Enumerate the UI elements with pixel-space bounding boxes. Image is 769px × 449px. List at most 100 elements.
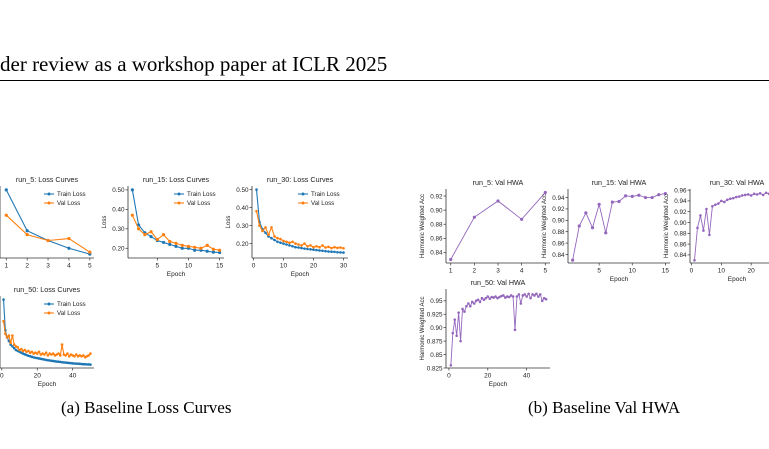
data-point — [315, 248, 318, 252]
data-point — [273, 238, 276, 242]
data-point — [484, 296, 488, 300]
series-line — [255, 211, 344, 249]
data-point — [617, 199, 621, 204]
data-point — [714, 203, 717, 206]
data-point — [584, 211, 588, 215]
data-point — [59, 354, 62, 357]
data-point — [324, 249, 327, 253]
x-tick-label: 0 — [447, 373, 451, 380]
x-tick-label: 20 — [484, 373, 492, 380]
y-tick-label: 0.88 — [552, 229, 565, 236]
data-point — [507, 295, 511, 299]
data-point — [734, 195, 738, 199]
x-tick-label: 2 — [25, 263, 29, 270]
legend-label: Val Loss — [311, 200, 334, 207]
data-point — [519, 302, 523, 305]
data-point — [455, 334, 458, 338]
data-point — [12, 346, 16, 350]
data-point — [696, 226, 699, 230]
data-point — [463, 310, 466, 313]
data-point — [702, 229, 705, 232]
data-point — [30, 350, 34, 354]
data-point — [577, 224, 581, 228]
data-point — [643, 195, 648, 200]
data-point — [309, 244, 312, 247]
y-tick-label: 0.30 — [236, 223, 249, 230]
data-point — [218, 248, 222, 252]
y-tick-label: 0.40 — [112, 207, 125, 214]
data-point — [67, 246, 71, 250]
header-rule — [0, 80, 769, 81]
data-point — [258, 224, 261, 227]
y-tick-label: 0.20 — [112, 246, 125, 253]
y-tick-label: 0.84 — [430, 250, 443, 257]
y-tick-label: 0.84 — [674, 252, 687, 259]
data-point — [37, 350, 41, 354]
run50-hwa-svg: run_50: Val HWA 0 20 40 0.825 0.85 0.875 0.90 0.… — [420, 278, 550, 388]
x-axis-label: Epoch — [291, 271, 310, 278]
chart-run15-loss: run_15: Loss Curves 5 10 15 0.20 0.30 0.40 0.50… — [98, 172, 230, 280]
legend-marker — [177, 201, 181, 205]
data-point — [4, 213, 8, 217]
data-point — [2, 298, 5, 301]
data-point — [494, 295, 497, 298]
x-tick-label: 3 — [46, 263, 50, 270]
data-point — [309, 248, 312, 251]
data-point — [312, 248, 315, 252]
data-point — [571, 258, 575, 262]
y-tick-label: 0.90 — [552, 218, 565, 225]
data-point — [161, 233, 166, 237]
data-point — [264, 231, 267, 235]
data-point — [303, 247, 306, 250]
y-tick-label: 0.925 — [427, 312, 443, 319]
x-tick-label: 40 — [69, 373, 77, 380]
legend-label: Train Loss — [57, 191, 86, 198]
data-point — [490, 295, 493, 299]
x-tick-label: 10 — [280, 263, 288, 270]
x-tick-label: 0 — [0, 373, 4, 380]
data-point — [529, 296, 532, 300]
data-point — [306, 245, 309, 248]
chart-title: run_30: Val HWA — [710, 178, 765, 187]
x-tick-label: 0 — [252, 263, 256, 270]
chart-title: run_5: Loss Curves — [16, 175, 79, 184]
data-point — [480, 296, 484, 300]
data-point — [318, 245, 321, 249]
data-point — [537, 295, 540, 298]
data-point — [517, 293, 521, 296]
data-point — [193, 245, 197, 249]
x-tick-label: 4 — [67, 263, 71, 270]
x-tick-label: 0 — [690, 268, 694, 275]
data-point — [318, 249, 321, 252]
x-tick-label: 1 — [449, 268, 453, 275]
data-point — [449, 364, 453, 367]
legend-label: Val Loss — [57, 310, 80, 317]
data-point — [764, 191, 768, 195]
data-point — [544, 297, 548, 301]
data-point — [282, 242, 285, 245]
series-line — [255, 189, 344, 254]
data-point — [699, 214, 702, 217]
x-tick-label: 10 — [185, 263, 193, 270]
data-point — [525, 295, 528, 298]
y-tick-label: 0.86 — [552, 240, 565, 247]
data-point — [527, 292, 530, 296]
data-point — [333, 250, 336, 254]
data-point — [16, 346, 20, 349]
y-tick-label: 0.95 — [430, 298, 443, 305]
data-point — [469, 304, 472, 308]
data-point — [294, 245, 297, 249]
x-tick-label: 40 — [523, 373, 531, 380]
data-point — [461, 307, 464, 311]
y-tick-label: 0.94 — [552, 195, 565, 202]
data-point — [705, 207, 708, 211]
series-line — [694, 192, 769, 261]
data-point — [11, 334, 14, 337]
data-point — [330, 246, 333, 250]
data-point — [476, 298, 480, 302]
data-point — [270, 236, 273, 240]
data-point — [255, 188, 258, 191]
data-point — [312, 245, 315, 249]
data-point — [25, 233, 29, 237]
data-point — [267, 233, 270, 236]
